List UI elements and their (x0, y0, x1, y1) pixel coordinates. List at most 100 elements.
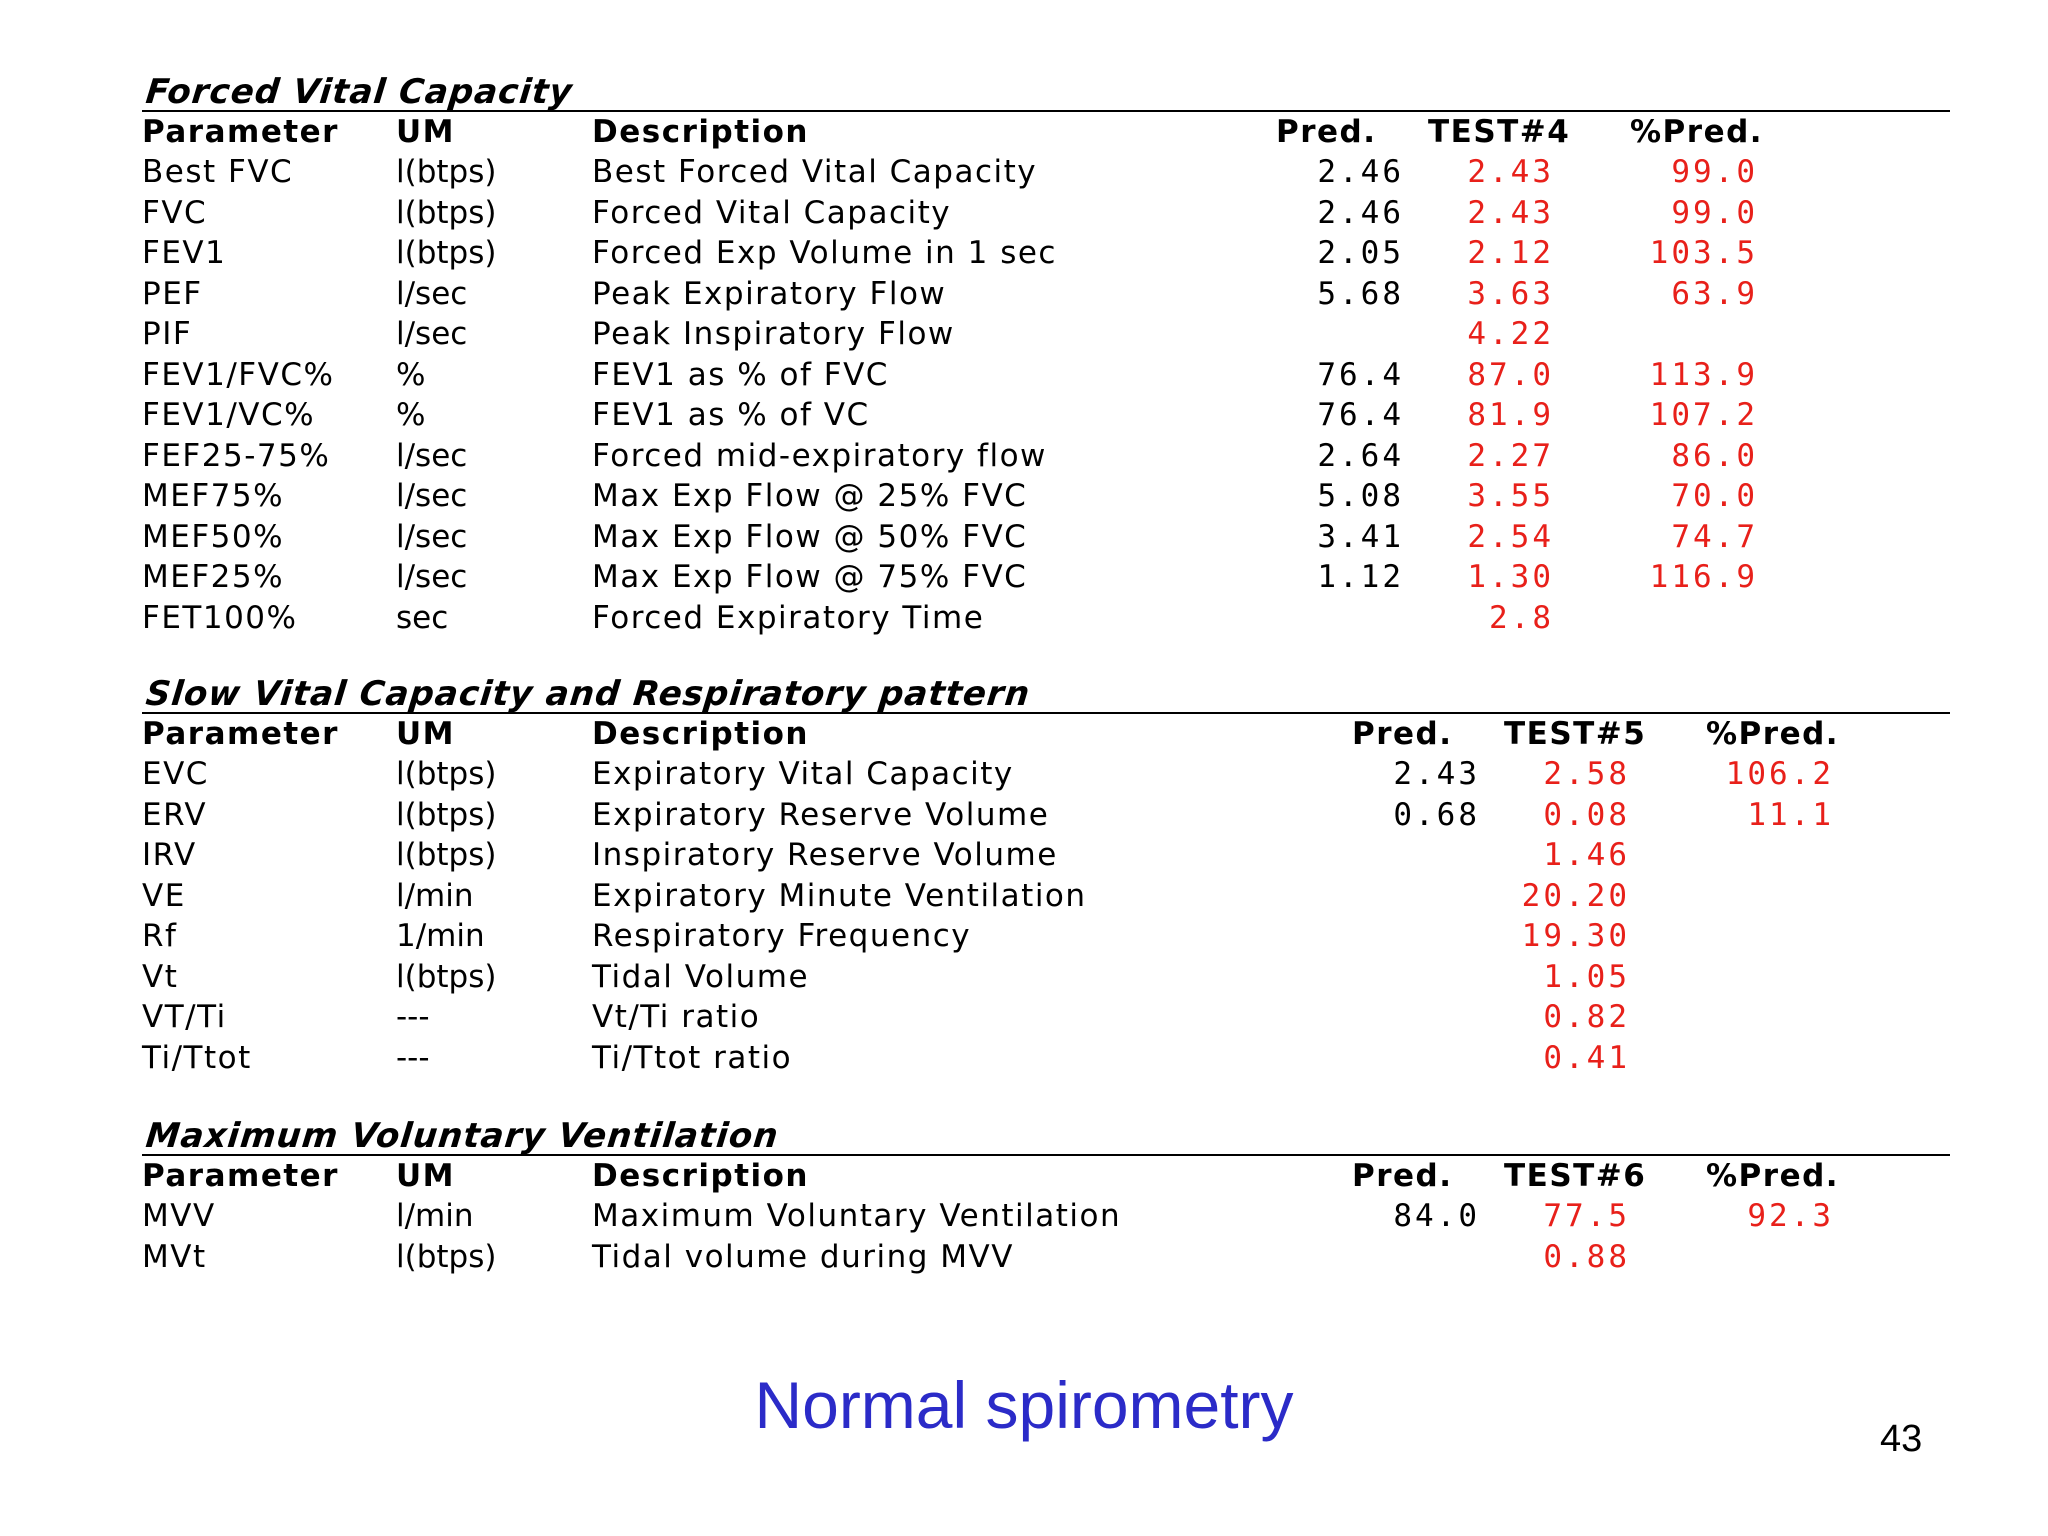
table-row: Ti/Ttot --- Ti/Ttot ratio 0.41 (142, 1038, 1950, 1078)
cell-parameter: Rf (142, 918, 178, 954)
cell-description: FEV1 as % of FVC (592, 356, 889, 393)
table-row: MVV l/min Maximum Voluntary Ventilation 84.… (142, 1196, 1950, 1236)
cell-description: Maximum Voluntary Ventilation (592, 1198, 1122, 1234)
table-row: MVt l(btps) Tidal volume during MVV 0.88 (142, 1237, 1950, 1277)
cell-pct-pred: 70.0 (1671, 478, 1758, 514)
cell-parameter: IRV (142, 837, 197, 873)
header-parameter: Parameter (142, 114, 339, 150)
cell-pct-pred: 116.9 (1649, 559, 1758, 595)
cell-test-value: 1.46 (1543, 837, 1630, 873)
cell-test-value: 4.22 (1467, 316, 1554, 352)
cell-description: Expiratory Reserve Volume (592, 796, 1050, 833)
cell-um: % (396, 356, 426, 393)
cell-test-value: 2.54 (1467, 518, 1554, 555)
cell-um: l/min (396, 877, 474, 914)
cell-pct-pred: 74.7 (1671, 518, 1758, 555)
cell-test-value: 0.82 (1543, 999, 1630, 1035)
cell-parameter: FEV1/FVC% (142, 356, 335, 393)
cell-um: l/sec (396, 275, 468, 312)
cell-pred: 84.0 (1393, 1198, 1480, 1234)
cell-description: Forced Vital Capacity (592, 194, 952, 231)
header-pct-pred: %Pred. (1706, 1158, 1840, 1194)
cell-pct-pred: 99.0 (1671, 154, 1758, 190)
table-row: Best FVC l(btps) Best Forced Vital Capacit… (142, 152, 1950, 192)
cell-parameter: FEV1 (142, 235, 227, 271)
cell-description: Vt/Ti ratio (592, 999, 761, 1035)
cell-um: l/sec (396, 478, 468, 514)
cell-pct-pred: 92.3 (1747, 1198, 1834, 1234)
table-row: MEF25% l/sec Max Exp Flow @ 75% FVC 1.12 1.3… (142, 557, 1950, 597)
cell-um: --- (396, 1039, 430, 1076)
cell-pct-pred: 106.2 (1725, 756, 1834, 792)
cell-um: l(btps) (396, 235, 497, 271)
table-row: Vt l(btps) Tidal Volume 1.05 (142, 957, 1950, 997)
table-row: MEF50% l/sec Max Exp Flow @ 50% FVC 3.41 2.5… (142, 517, 1950, 557)
cell-parameter: Vt (142, 958, 179, 995)
cell-test-value: 19.30 (1521, 918, 1630, 954)
header-um: UM (396, 114, 456, 150)
cell-description: Tidal volume during MVV (592, 1238, 1014, 1275)
table-row: FET100% sec Forced Expiratory Time 2.8 (142, 598, 1950, 638)
cell-description: Forced Expiratory Time (592, 599, 985, 636)
cell-description: Inspiratory Reserve Volume (592, 837, 1058, 873)
table-header-row: Parameter UM Description Pred. TEST#4 %P… (142, 112, 1950, 152)
cell-um: l(btps) (396, 837, 497, 873)
cell-um: l(btps) (396, 756, 497, 792)
cell-test-value: 2.8 (1489, 599, 1554, 636)
table-row: FEV1/VC%% FEV1 as % of VC 76.4 81.9 107.2 (142, 395, 1950, 435)
header-test: TEST#5 (1504, 716, 1647, 752)
cell-um: l(btps) (396, 1238, 497, 1275)
cell-test-value: 0.88 (1543, 1238, 1630, 1275)
cell-pred: 2.05 (1317, 235, 1404, 271)
header-um: UM (396, 716, 456, 752)
cell-test-value: 3.55 (1467, 478, 1554, 514)
cell-test-value: 2.58 (1543, 756, 1630, 792)
cell-description: Expiratory Minute Ventilation (592, 877, 1087, 914)
cell-parameter: ERV (142, 796, 208, 833)
table-row: VT/Ti --- Vt/Ti ratio 0.82 (142, 997, 1950, 1037)
header-test: TEST#6 (1504, 1158, 1647, 1194)
cell-parameter: PIF (142, 316, 193, 352)
header-description: Description (592, 1158, 810, 1194)
cell-test-value: 20.20 (1521, 877, 1630, 914)
cell-parameter: Ti/Ttot (142, 1039, 252, 1076)
cell-test-value: 3.63 (1467, 275, 1554, 312)
cell-description: Max Exp Flow @ 50% FVC (592, 518, 1028, 555)
cell-parameter: FEV1/VC% (142, 397, 316, 433)
table-row: VE l/min Expiratory Minute Ventilation 20.2… (142, 876, 1950, 916)
cell-um: --- (396, 999, 430, 1035)
cell-parameter: MVV (142, 1198, 216, 1234)
cell-test-value: 2.27 (1467, 437, 1554, 474)
cell-um: sec (396, 599, 449, 636)
cell-description: Tidal Volume (592, 958, 810, 995)
cell-pct-pred: 103.5 (1649, 235, 1758, 271)
header-test: TEST#4 (1428, 114, 1571, 150)
table-row: FEV1 l(btps) Forced Exp Volume in 1 sec 2.0… (142, 233, 1950, 273)
cell-pct-pred: 99.0 (1671, 194, 1758, 231)
cell-description: FEV1 as % of VC (592, 397, 870, 433)
header-pred: Pred. (1352, 716, 1453, 752)
cell-um: % (396, 397, 426, 433)
cell-pct-pred: 63.9 (1671, 275, 1758, 312)
section-rule (142, 712, 1950, 714)
section-title: Slow Vital Capacity and Respiratory patt… (143, 674, 1033, 714)
table-row: PIF l/sec Peak Inspiratory Flow 4.22 (142, 314, 1950, 354)
cell-parameter: MVt (142, 1238, 207, 1275)
header-description: Description (592, 114, 810, 150)
header-parameter: Parameter (142, 716, 339, 752)
cell-description: Respiratory Frequency (592, 918, 972, 954)
header-pred: Pred. (1276, 114, 1377, 150)
table-header-row: Parameter UM Description Pred. TEST#5 %P… (142, 714, 1950, 754)
cell-pred: 2.46 (1317, 194, 1404, 231)
section-title: Forced Vital Capacity (143, 72, 575, 112)
cell-description: Peak Inspiratory Flow (592, 316, 955, 352)
table-row: Rf 1/min Respiratory Frequency 19.30 (142, 916, 1950, 956)
cell-test-value: 2.12 (1467, 235, 1554, 271)
cell-description: Ti/Ttot ratio (592, 1039, 793, 1076)
cell-test-value: 0.08 (1543, 796, 1630, 833)
cell-um: l/sec (396, 518, 468, 555)
cell-um: l(btps) (396, 796, 497, 833)
table-header-row: Parameter UM Description Pred. TEST#6 %P… (142, 1156, 1950, 1196)
cell-parameter: MEF75% (142, 478, 285, 514)
cell-um: l(btps) (396, 194, 497, 231)
